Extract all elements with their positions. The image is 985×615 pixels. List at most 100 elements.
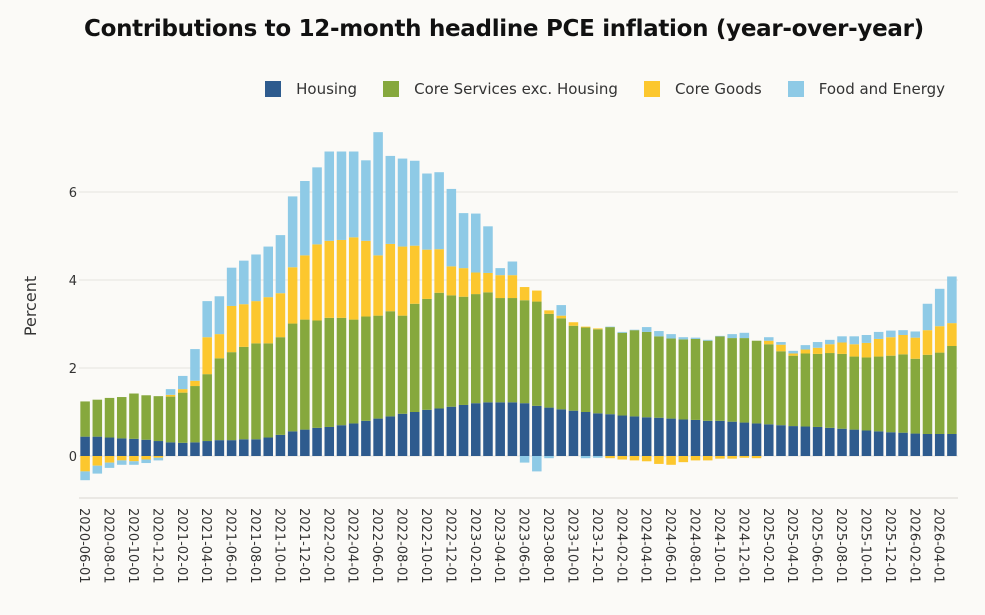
bar-core_goods-2022-05-01 [361,240,371,317]
x-tick-label: 2023-02-01 [467,508,482,584]
bar-housing-2024-11-01 [727,421,737,456]
y-axis-label: Percent [21,276,40,336]
bar-core_goods-2024-04-01 [641,456,652,462]
x-tick-label: 2020-06-01 [76,508,91,584]
bar-core_goods-2025-01-01 [751,456,762,459]
bar-core_services-2021-08-01 [251,343,261,440]
bar-core_services-2022-03-01 [336,317,347,426]
bar-core_services-2025-02-01 [764,344,774,425]
bar-food_energy-2025-11-01 [873,331,884,339]
bar-housing-2021-03-01 [190,442,200,456]
bar-food_energy-2026-01-01 [898,330,908,335]
bar-core_goods-2022-02-01 [324,240,335,318]
bar-housing-2022-03-01 [336,425,347,456]
bar-core_goods-2025-11-01 [873,338,884,357]
x-tick-label: 2026-02-01 [906,508,921,584]
x-axis-ticks: 2020-06-01 2020-08-01 2020-10-01 2020-12-01… [76,508,946,584]
x-tick-label: 2020-10-01 [125,508,140,584]
bar-core_services-2022-12-01 [446,295,457,407]
bar-core_services-2025-08-01 [837,353,847,429]
bar-housing-2023-05-01 [507,402,518,456]
bar-core_goods-2022-04-01 [348,237,359,320]
bar-core_services-2023-02-01 [471,294,481,404]
bar-core_goods-2022-07-01 [385,243,396,312]
bar-core_services-2022-01-01 [312,320,322,428]
bar-housing-2023-11-01 [580,412,591,456]
bar-core_services-2025-06-01 [812,353,823,427]
bar-core_goods-2021-08-01 [251,301,261,344]
bar-food_energy-2023-11-01 [580,456,591,459]
bar-housing-2025-01-01 [751,423,762,456]
bar-food_energy-2020-09-01 [116,460,127,465]
bar-food_energy-2024-09-01 [702,339,713,341]
bar-core_goods-2022-10-01 [422,249,432,299]
bar-core_services-2021-06-01 [226,352,237,441]
bar-core_goods-2024-05-01 [654,456,664,464]
bar-food_energy-2024-02-01 [617,331,628,333]
bar-core_services-2026-02-01 [910,358,921,434]
legend-swatch-core-services [383,81,400,97]
bar-food_energy-2021-11-01 [287,196,298,268]
bar-housing-2023-12-01 [593,413,603,456]
x-tick-label: 2023-10-01 [564,508,579,584]
bar-food_energy-2025-07-01 [825,339,835,345]
bar-core_services-2025-05-01 [800,353,811,427]
y-tick-label: 2 [69,362,77,377]
bar-core_services-2021-11-01 [287,323,298,432]
bar-housing-2023-09-01 [556,409,566,456]
bar-food_energy-2023-05-01 [507,261,518,276]
bar-core_goods-2021-04-01 [202,337,212,375]
bar-housing-2024-05-01 [654,417,664,456]
bar-housing-2020-09-01 [116,438,127,456]
bar-food_energy-2023-01-01 [458,213,469,269]
bar-core_services-2023-04-01 [495,298,505,403]
bar-core_goods-2024-08-01 [690,456,701,461]
bar-core_goods-2026-02-01 [910,337,921,359]
bar-core_services-2024-02-01 [617,332,628,416]
bar-core_goods-2023-01-01 [458,268,469,297]
bar-core_services-2025-04-01 [788,355,798,427]
bar-housing-2024-06-01 [666,418,676,456]
bar-core_goods-2024-10-01 [715,456,725,459]
bar-housing-2022-09-01 [409,412,420,456]
bar-core_services-2020-06-01 [80,401,90,437]
bar-core_services-2025-01-01 [751,340,762,424]
bar-housing-2020-10-01 [129,438,139,456]
bar-core_services-2021-09-01 [263,343,273,438]
bar-core_goods-2025-12-01 [886,337,896,356]
bar-core_goods-2020-06-01 [80,456,90,472]
legend: Housing Core Services exc. Housing Core … [265,80,945,98]
bar-housing-2022-04-01 [348,423,359,456]
bar-core_goods-2026-05-01 [947,323,957,346]
bar-food_energy-2021-10-01 [275,235,286,294]
y-tick-label: 4 [69,274,77,289]
bar-core_goods-2023-10-01 [568,322,579,326]
bar-housing-2022-02-01 [324,426,335,456]
x-tick-label: 2025-08-01 [833,508,848,584]
bar-core_goods-2023-04-01 [495,275,505,299]
x-tick-label: 2021-02-01 [174,508,189,584]
bar-housing-2024-12-01 [739,422,750,456]
bar-core_services-2021-01-01 [165,396,176,443]
bar-core_goods-2022-03-01 [336,239,347,318]
bar-housing-2025-02-01 [764,424,774,456]
bar-food_energy-2020-07-01 [92,465,103,474]
bar-food_energy-2024-07-01 [678,337,689,340]
bar-housing-2023-07-01 [532,405,542,456]
bar-food_energy-2020-11-01 [141,459,151,464]
bar-food_energy-2025-12-01 [886,330,896,338]
bar-core_services-2020-10-01 [129,393,139,439]
x-tick-label: 2020-08-01 [101,508,116,584]
x-tick-label: 2024-12-01 [735,508,750,584]
bar-food_energy-2023-02-01 [471,213,481,273]
bar-food_energy-2020-12-01 [153,457,164,461]
bars-layer [80,132,957,481]
bar-core_services-2024-06-01 [666,338,676,419]
bar-core_goods-2026-04-01 [934,326,945,353]
y-tick-label: 0 [69,450,77,465]
bar-food_energy-2022-01-01 [312,167,322,245]
bar-housing-2026-04-01 [934,434,945,456]
bar-core_services-2021-05-01 [214,358,225,441]
x-tick-label: 2023-04-01 [491,508,506,584]
